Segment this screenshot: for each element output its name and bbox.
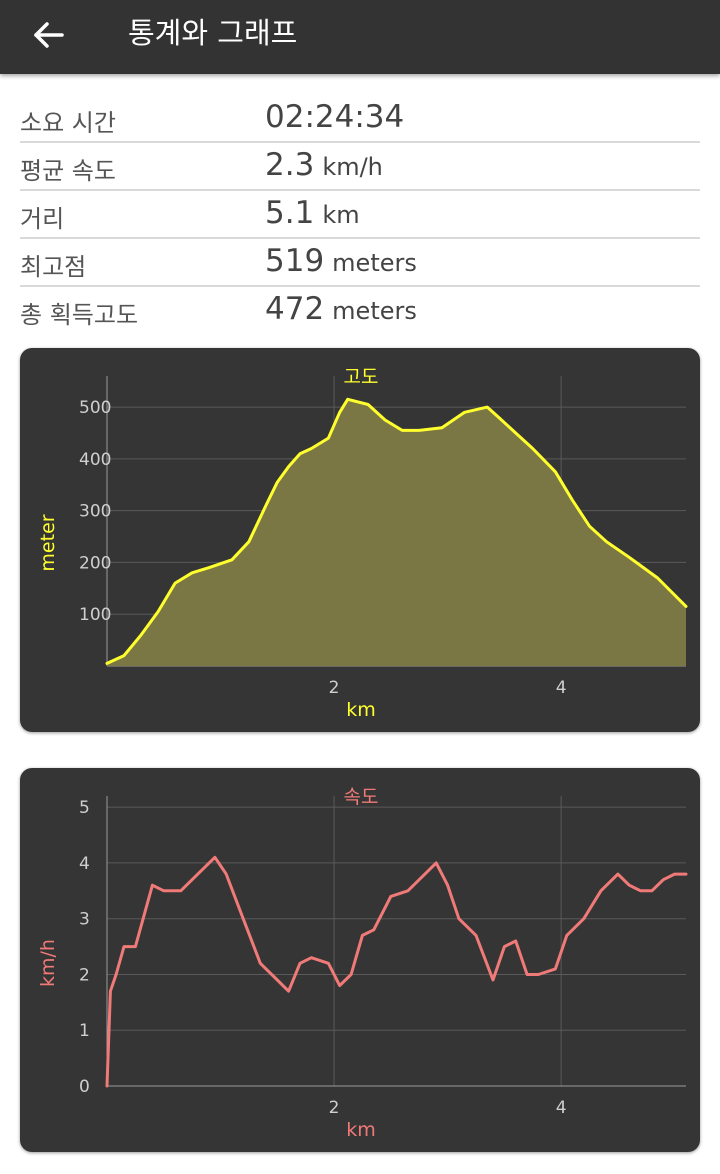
stat-number: 02:24:34 [265,99,405,135]
stat-label: 평균 속도 [20,157,116,185]
y-tick-label: 300 [79,502,111,522]
y-tick-label: 100 [79,605,111,625]
grid-lines [106,796,686,1087]
speed-chart-card: 0 1 2 3 4 5 2 4 속도 km km/h [20,768,700,1152]
y-tick-label: 3 [79,910,90,930]
stat-label: 총 획득고도 [20,301,139,329]
stat-value: 2.3 km/h [265,147,383,183]
chart-title: 고도 [344,366,379,388]
y-tick-label: 400 [79,450,111,470]
y-tick-label: 2 [79,965,90,985]
app-bar: 통계와 그래프 [0,0,720,74]
speed-chart: 0 1 2 3 4 5 2 4 속도 km km/h [37,786,688,1141]
arrow-left-icon [34,22,64,48]
elevation-chart-card: 100 200 300 400 500 2 4 고도 km meter [20,348,700,732]
elevation-area-fill [107,399,686,666]
y-tick-label: 200 [79,553,111,573]
stat-label: 거리 [20,205,65,233]
stat-label: 소요 시간 [20,109,116,137]
y-tick-label: 1 [79,1021,90,1041]
stat-value: 519 meters [265,243,417,279]
x-tick-label: 2 [329,1098,340,1118]
y-tick-label: 5 [79,798,90,818]
stat-number: 472 [265,291,325,327]
chart-title: 속도 [344,786,379,808]
stat-unit: km/h [322,153,383,181]
stat-unit: km [322,201,360,229]
stat-row-total-ascent: 총 획득고도 472 meters [20,287,700,333]
x-tick-label: 4 [556,678,567,698]
x-axis-label: km [346,1119,376,1141]
y-axis-label: meter [37,514,59,571]
stat-number: 5.1 [265,195,315,231]
y-tick-label: 4 [79,854,90,874]
x-tick-label: 4 [556,1098,567,1118]
x-axis-label: km [346,699,376,721]
y-axis-label: km/h [37,939,59,987]
stats-table: 소요 시간 02:24:34 평균 속도 2.3 km/h 거리 5.1 km 최고… [20,95,700,333]
stat-row-avg-speed: 평균 속도 2.3 km/h [20,143,700,191]
stat-row-max-elevation: 최고점 519 meters [20,239,700,287]
stat-row-duration: 소요 시간 02:24:34 [20,95,700,143]
x-tick-label: 2 [329,678,340,698]
y-tick-label: 0 [79,1077,90,1097]
series-line [105,855,688,1088]
back-button[interactable] [26,13,74,61]
stat-value: 5.1 km [265,195,360,231]
stat-unit: meters [332,297,417,325]
stat-unit: meters [332,249,417,277]
stat-label: 최고점 [20,253,87,281]
elevation-chart: 100 200 300 400 500 2 4 고도 km meter [37,366,688,721]
y-tick-label: 500 [79,398,111,418]
stat-number: 519 [265,243,325,279]
series-line [105,397,688,665]
page-title: 통계와 그래프 [128,16,298,50]
stat-number: 2.3 [265,147,315,183]
stat-value: 02:24:34 [265,99,404,135]
stat-row-distance: 거리 5.1 km [20,191,700,239]
stat-value: 472 meters [265,291,417,327]
